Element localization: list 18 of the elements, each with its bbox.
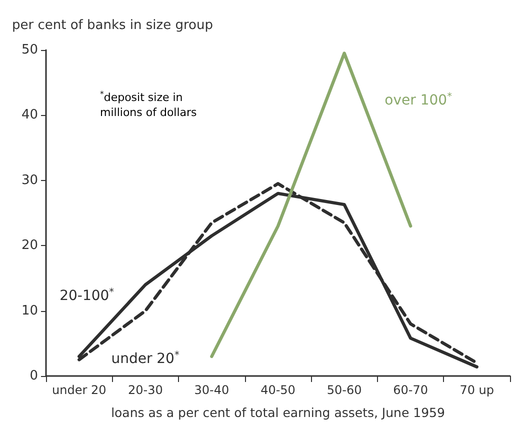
x-axis-title: loans as a per cent of total earning assets, June 1959 <box>111 405 445 420</box>
y-tick-label: 40 <box>21 108 38 123</box>
series-label: over 100* <box>384 92 452 108</box>
x-tick-label: 70 up <box>460 383 494 397</box>
x-tick-label: 20-30 <box>128 383 163 397</box>
y-tick-label: 0 <box>30 368 38 384</box>
x-tick-label: 40-50 <box>260 383 296 397</box>
x-tick-label: under 20 <box>52 383 106 397</box>
x-tick-label: 50-60 <box>326 383 362 397</box>
series-label: 20-100* <box>60 286 114 304</box>
x-tick-label: 30-40 <box>194 383 230 397</box>
y-axis-title: per cent of banks in size group <box>12 18 213 33</box>
y-tick-label: 10 <box>21 303 38 318</box>
series-label: under 20* <box>111 350 180 367</box>
x-tick-label: 60-70 <box>393 383 428 397</box>
y-tick-label: 30 <box>21 172 38 188</box>
y-tick-label: 50 <box>21 42 38 58</box>
y-tick-label: 20 <box>21 238 38 254</box>
